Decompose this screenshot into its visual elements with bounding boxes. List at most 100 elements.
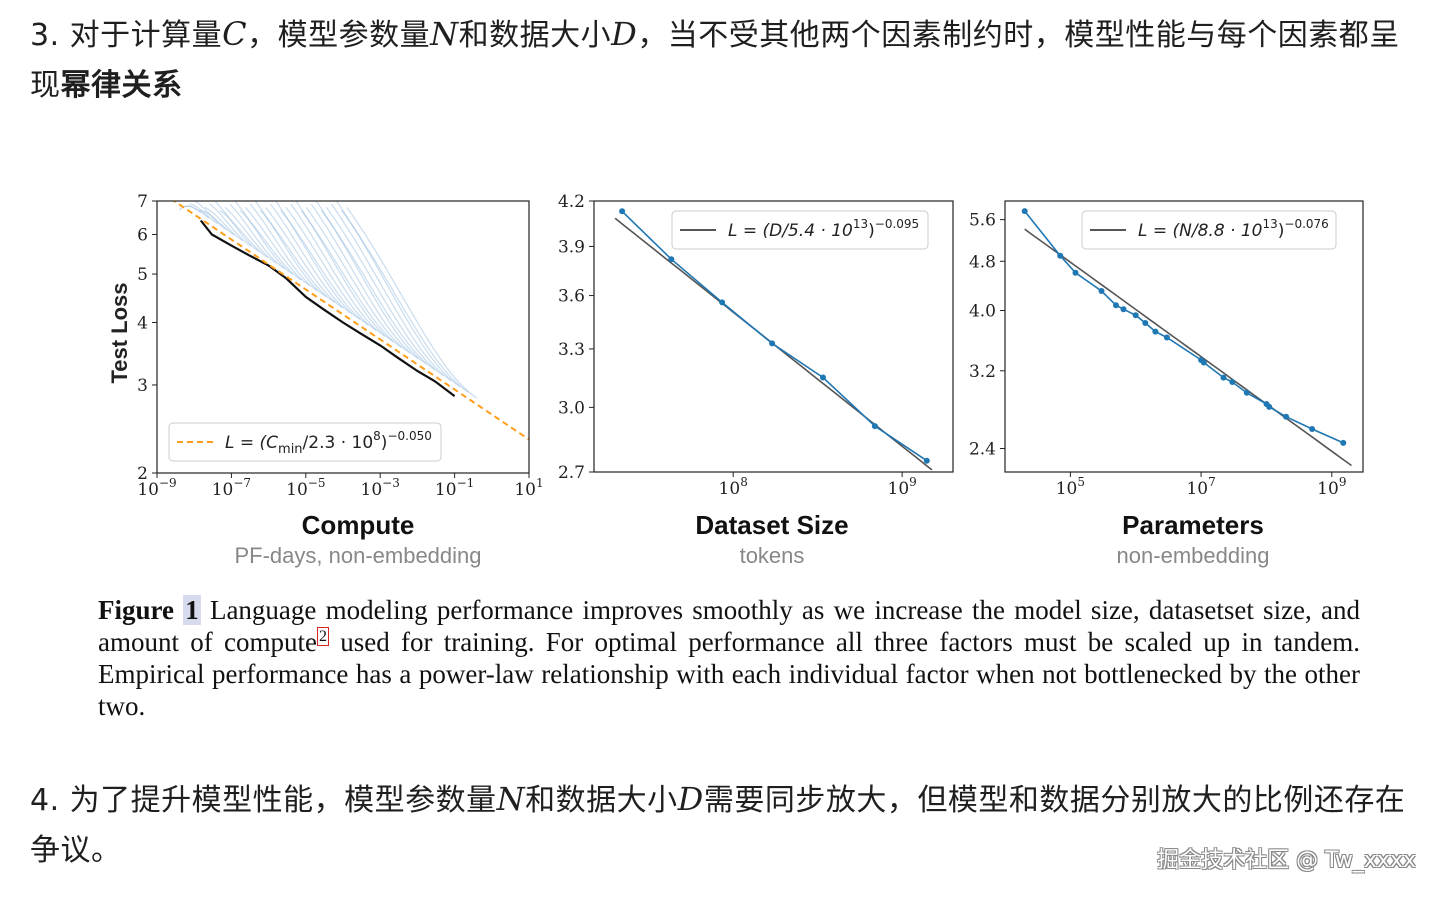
data-point [1266,403,1273,410]
data-point [1113,302,1119,309]
learning-curve [265,206,344,309]
p2-text-b: 和数据大小 [525,783,678,818]
data-point [1120,306,1127,313]
data-point [923,457,930,464]
learning-curve [209,203,252,247]
math-var-n: N [430,15,459,53]
data-point [769,340,776,347]
learning-curve [325,206,444,377]
data-point [1220,374,1227,381]
parameters-chart: 105 107 109 2.4 3.2 4.0 4.8 5.6 L = (N/8.8 · 101… [969,200,1364,499]
x-tick-label: 101 [514,476,543,500]
data-point [1098,288,1105,294]
dataset-size-chart: 108 109 2.7 3.0 3.3 3.6 3.9 4.2 L = (D/5.4 · 101… [558,192,954,499]
math-var-d-2: D [677,780,704,818]
y-tick-label: 6 [137,225,148,245]
learning-curve [270,203,352,315]
learning-curve [290,203,386,337]
learning-curve [331,203,453,382]
data-point [1283,413,1290,420]
learning-curve [224,206,277,264]
data-point [719,299,726,306]
learning-curve [219,210,269,258]
x-tick-label: 10−5 [286,476,325,500]
learning-curve [234,201,294,275]
legend-box [671,210,929,250]
p1-text-c: 和数据大小 [458,18,612,53]
learning-curve [320,210,436,371]
axes-frame [593,200,954,473]
p1-text-b: ，模型参数量 [247,18,431,53]
data-point [871,423,878,430]
caption-figure-number: 1 [183,595,201,625]
y-tick-label: 3.0 [558,398,585,418]
y-tick-label: 4.0 [969,302,996,322]
legend-label: L = (D/5.4 · 1013)−0.095 [728,217,919,241]
paragraph-tradeoff: 4. 为了提升模型性能，模型参数量N和数据大小D需要同步放大，但模型和数据分别放… [30,774,1410,876]
x-tick-label: 109 [888,475,917,499]
data-point [1309,426,1316,432]
data-point [1229,379,1236,385]
legend-box [168,422,442,462]
y-tick-label: 7 [137,192,148,212]
caption-label: Figure [98,595,174,625]
x-tick-label: 107 [1186,475,1215,499]
learning-curve [204,206,243,242]
data-point [619,208,626,215]
data-point [1021,208,1028,215]
learning-curve [300,210,402,348]
math-var-n-2: N [496,780,526,818]
caption-footnote-link[interactable]: 2 [316,627,329,646]
compute-fit-line [172,201,529,441]
x-tick-label: 10−3 [361,476,400,500]
caption-text-b: used for training. For optimal performan… [98,627,1360,721]
y-tick-label: 2.4 [969,439,996,459]
compute-chart: 10−9 10−7 10−5 10−3 10−1 101 2 3 4 5 6 7 Test Loss L … [107,192,544,500]
chart-subtitle-compute: PF-days, non-embedding [234,543,482,568]
chart-subtitle-parameters: non-embedding [1116,543,1270,568]
learning-curve [310,203,419,360]
data-point [1057,252,1064,259]
axes-frame [156,200,530,474]
compute-frontier-line [199,219,456,397]
y-axis-label: Test Loss [107,282,132,383]
data-point [1340,439,1347,446]
y-tick-label: 4.8 [969,252,996,272]
data-point [1142,320,1149,326]
y-tick-label: 5.6 [969,211,996,231]
learning-curve [189,203,218,225]
p2-text-c: 需要同步放大，但模型和数据分别放大的比例还存在争议。 [30,783,1406,868]
paragraph-scaling-laws: 3. 对于计算量C，模型参数量N和数据大小D，当不受其他两个因素制约时，模型性能… [30,9,1410,111]
learning-curve [199,209,235,236]
plot-area-0 [172,201,529,441]
learning-curve [244,206,310,287]
chart-title-dataset: Dataset Size [695,510,849,540]
caption-text-a: Language modeling performance improves s… [98,595,1360,657]
y-tick-label: 3.9 [558,237,585,257]
data-point [1072,269,1079,276]
learning-curve [239,210,302,281]
data-point [1132,312,1139,319]
x-tick-label: 108 [719,475,748,499]
x-tick-label: 10−1 [435,476,474,500]
legend-label: L = (Cmin/2.3 · 108)−0.050 [225,429,432,457]
y-tick-label: 4 [137,314,148,334]
data-point [820,374,826,381]
chart-title-compute: Compute [301,510,415,540]
data-point [668,256,675,263]
data-point [1200,359,1207,366]
learning-curve [285,206,377,332]
y-tick-label: 5 [137,265,148,285]
math-var-d: D [611,15,638,53]
legend-box [1081,210,1337,250]
learning-curve [346,206,478,399]
chart-title-parameters: Parameters [1122,510,1264,540]
data-point [1243,389,1250,396]
chart-subtitle-dataset: tokens [739,543,805,568]
p1-text-a: 3. 对于计算量 [30,18,223,53]
y-tick-label: 2.7 [558,463,585,483]
p2-text-a: 4. 为了提升模型性能，模型参数量 [30,783,497,818]
learning-curve [305,206,411,354]
learning-curve [249,203,319,292]
legend-label: L = (N/8.8 · 1013)−0.076 [1138,217,1329,241]
